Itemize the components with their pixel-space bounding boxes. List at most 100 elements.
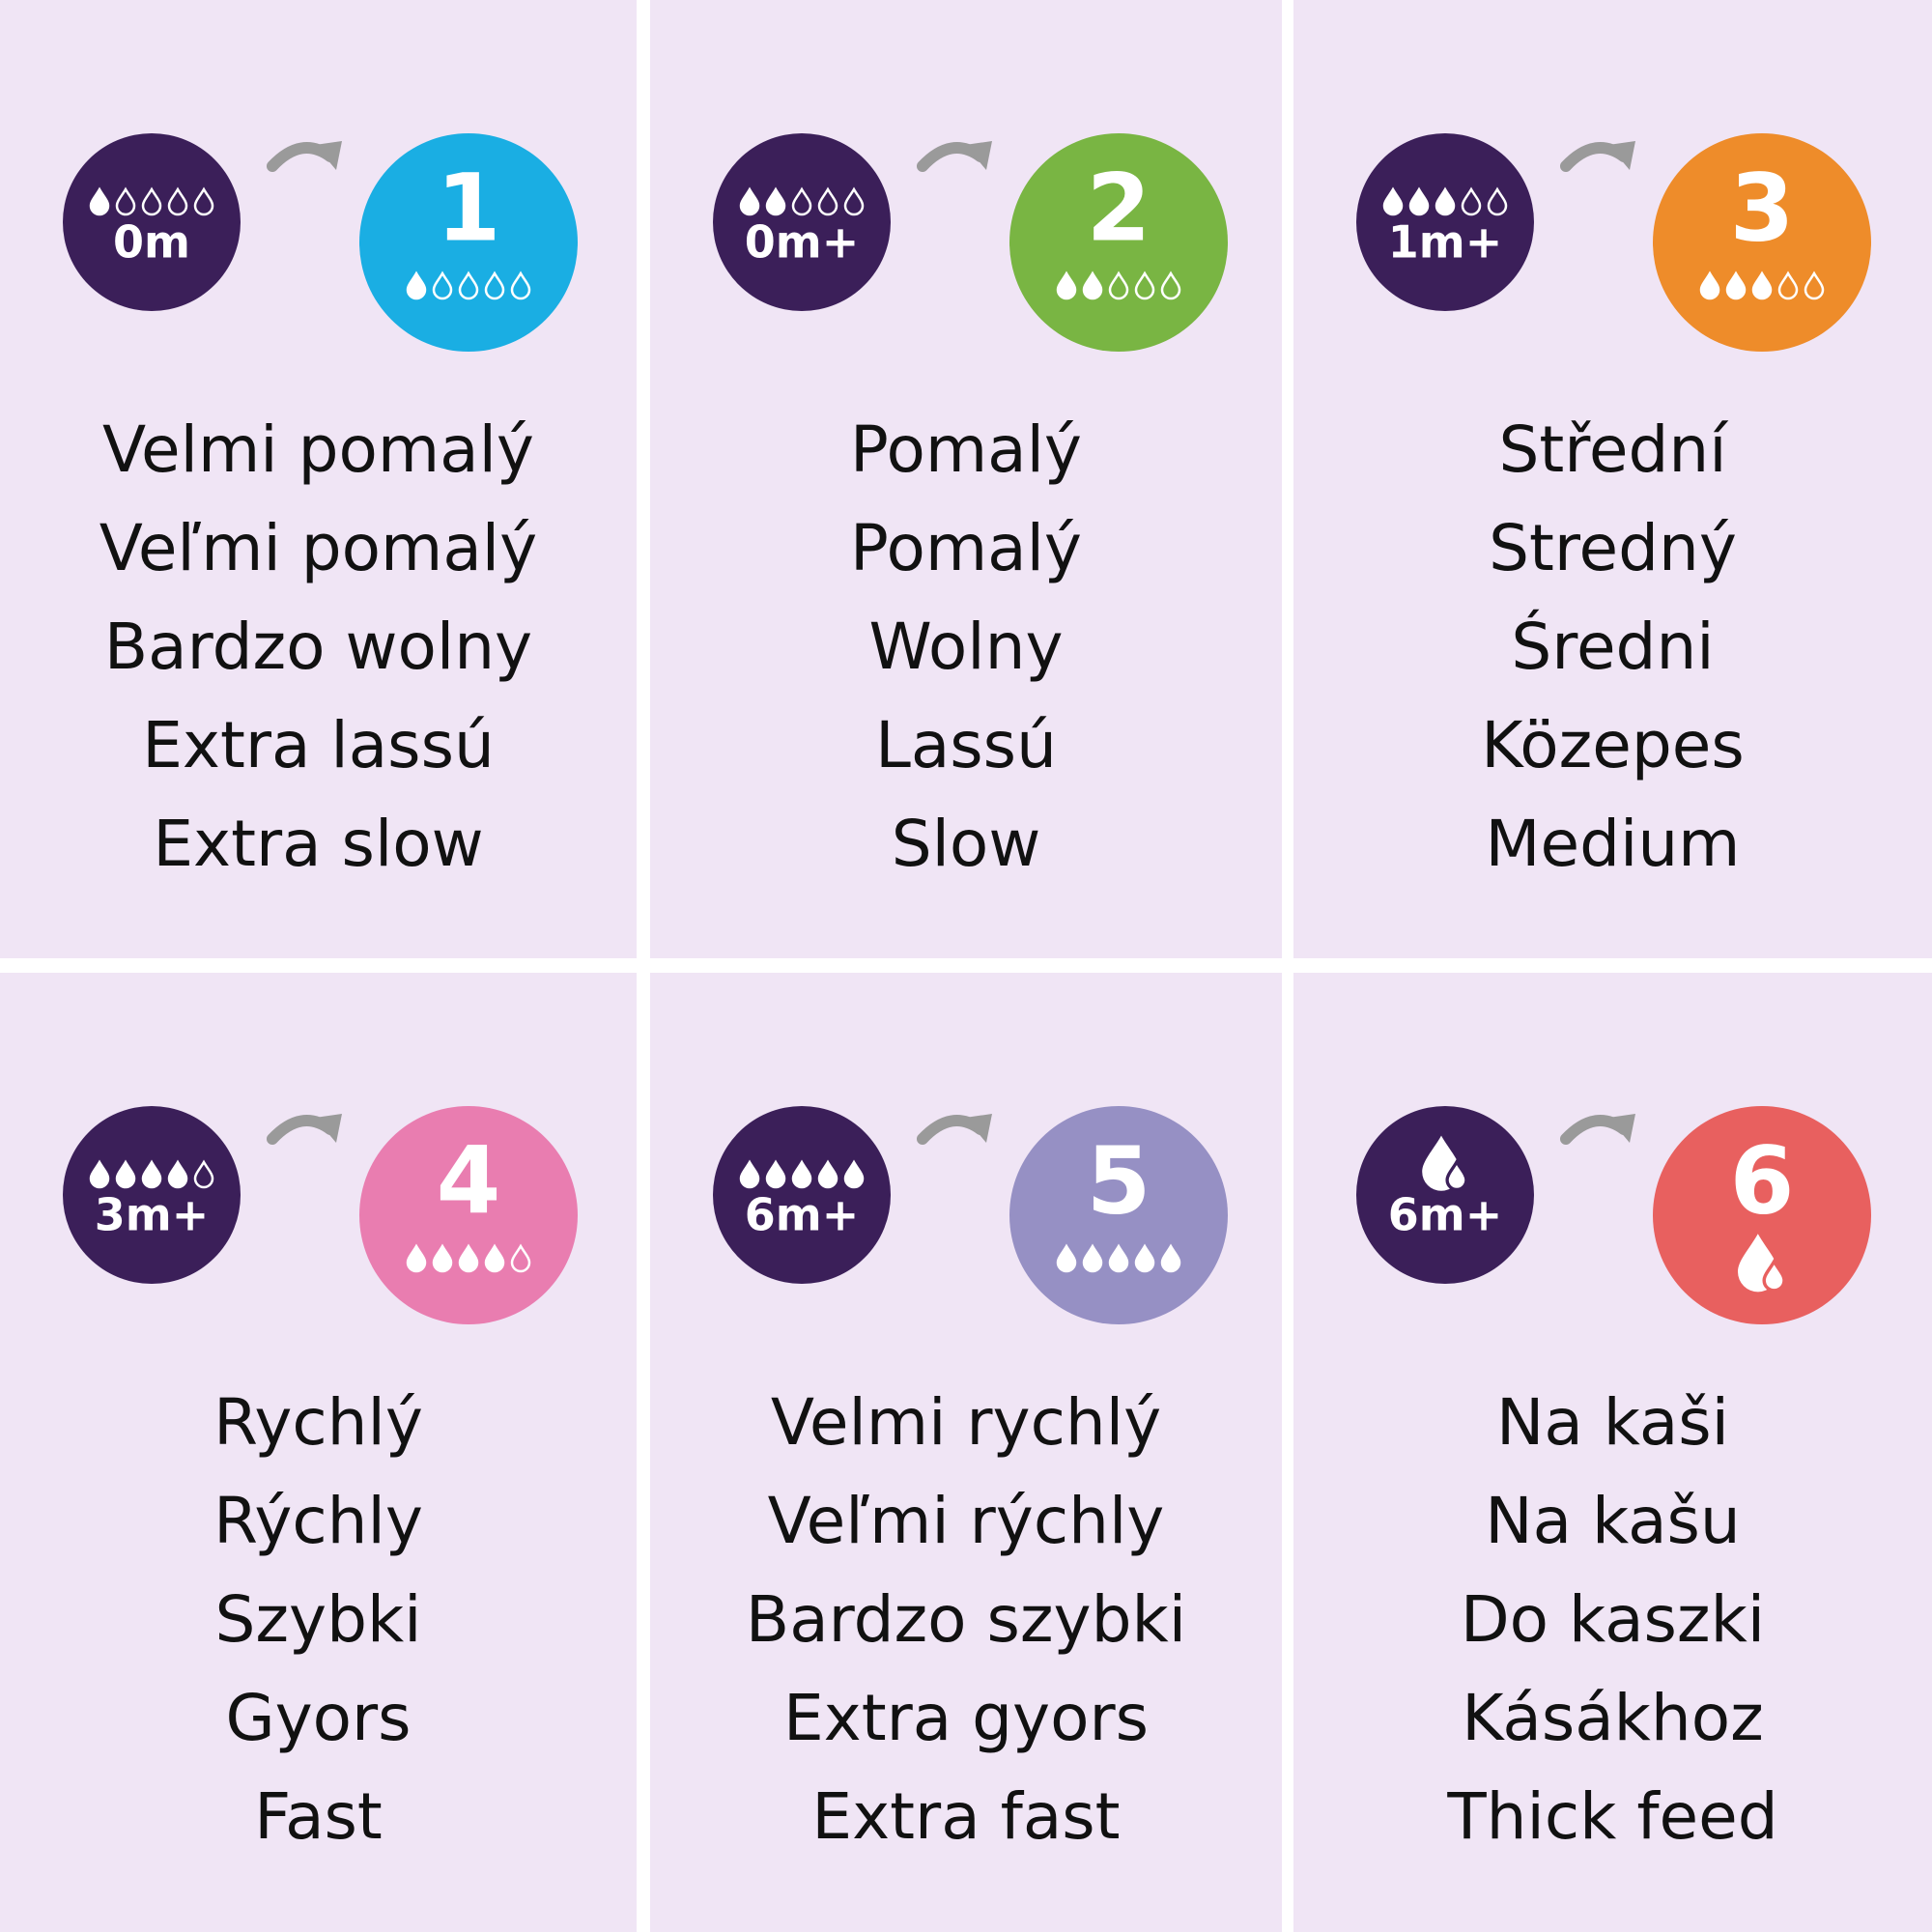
- nipple-badge: 6: [1653, 1106, 1871, 1324]
- drop-icon: [141, 186, 162, 216]
- drop-icon: [458, 1243, 479, 1273]
- drop-icon: [115, 1159, 136, 1189]
- age-circle: [1356, 133, 1534, 311]
- flow-label: Extra fast: [811, 1779, 1120, 1854]
- flow-number: 1: [437, 154, 501, 262]
- drop-icon: [817, 1159, 838, 1189]
- arrow-head: [1608, 1114, 1635, 1143]
- drop-icon: [1134, 270, 1155, 300]
- drop-icon: [115, 186, 136, 216]
- arrow-head: [1608, 141, 1635, 170]
- age-circle: [63, 133, 241, 311]
- drop-icon: [1777, 270, 1799, 300]
- panel: 0m+ 2 Pomalý Pomalý Wolny Lassú Slow: [650, 0, 1282, 958]
- flow-number: 5: [1087, 1126, 1151, 1235]
- thick-drop-icon: [1445, 1158, 1468, 1192]
- flow-label: Thick feed: [1446, 1779, 1777, 1854]
- flow-label: Stredný: [1489, 511, 1737, 585]
- arrow-head: [315, 141, 342, 170]
- drop-icon: [739, 186, 760, 216]
- number-circle: [1653, 1106, 1871, 1324]
- flow-label: Wolny: [869, 610, 1064, 684]
- flow-label: Medium: [1486, 807, 1741, 881]
- drop-icon: [1056, 1243, 1077, 1273]
- panel: 1m+ 3 Střední Stredný Średni Közepes Medium: [1293, 0, 1932, 958]
- nipple-badge: 5: [1009, 1106, 1228, 1324]
- flow-label: Közepes: [1481, 708, 1745, 782]
- drop-icon: [1056, 270, 1077, 300]
- age-circle: [63, 1106, 241, 1284]
- drop-icon: [1160, 270, 1181, 300]
- panel: 6m+ 6 Na kaši Na kašu Do kaszki Kásákhoz Thick…: [1293, 973, 1932, 1932]
- drop-icon: [1751, 270, 1773, 300]
- panel: 6m+ 5 Velmi rychlý Veľmi rýchly Bardzo szybk…: [650, 973, 1282, 1932]
- drop-icon: [167, 1159, 188, 1189]
- flow-label: Slow: [892, 807, 1041, 881]
- age-label: 1m+: [1388, 216, 1502, 269]
- flow-label: Szybki: [214, 1582, 421, 1657]
- drop-icon: [406, 1243, 427, 1273]
- nipple-badge: 2: [1009, 133, 1228, 352]
- drop-icon: [89, 186, 110, 216]
- age-badge: 0m+: [713, 133, 891, 311]
- age-label: 6m+: [1388, 1189, 1502, 1241]
- flow-label: Extra lassú: [142, 708, 495, 782]
- drop-icon: [739, 1159, 760, 1189]
- drop-icon: [1160, 1243, 1181, 1273]
- age-circle: [713, 133, 891, 311]
- flow-label: Kásákhoz: [1462, 1681, 1763, 1755]
- flow-label: Velmi pomalý: [102, 412, 534, 487]
- age-label: 6m+: [745, 1189, 859, 1241]
- flow-label: Extra gyors: [783, 1681, 1149, 1755]
- arrow-head: [965, 1114, 992, 1143]
- nipple-badge: 4: [359, 1106, 578, 1324]
- drop-icon: [484, 1243, 505, 1273]
- drop-icon: [1082, 1243, 1103, 1273]
- age-label: 0m: [113, 216, 190, 269]
- drop-icon: [141, 1159, 162, 1189]
- panel: 0m 1 Velmi pomalý Veľmi pomalý Bardzo wolny E…: [0, 0, 637, 958]
- drop-icon: [1382, 186, 1404, 216]
- drop-icon: [89, 1159, 110, 1189]
- age-label: 3m+: [95, 1189, 209, 1241]
- flow-label: Střední: [1498, 412, 1729, 487]
- flow-label: Veľmi pomalý: [99, 511, 537, 585]
- drop-icon: [791, 186, 812, 216]
- flow-number: 4: [437, 1126, 501, 1235]
- age-circle: [713, 1106, 891, 1284]
- age-badge: 6m+: [713, 1106, 891, 1284]
- age-badge: 0m: [63, 133, 241, 311]
- panel: 3m+ 4 Rychlý Rýchly Szybki Gyors Fast: [0, 973, 637, 1932]
- drop-icon: [1461, 186, 1482, 216]
- flow-label: Bardzo wolny: [104, 610, 532, 684]
- flow-label: Pomalý: [850, 412, 1082, 487]
- flow-label: Lassú: [875, 708, 1057, 782]
- drop-icon: [1699, 270, 1720, 300]
- flow-label: Rýchly: [213, 1484, 423, 1558]
- age-badge: 6m+: [1356, 1106, 1534, 1284]
- age-badge: 1m+: [1356, 133, 1534, 311]
- flow-label: Extra slow: [153, 807, 483, 881]
- drop-icon: [843, 1159, 865, 1189]
- flow-number: 6: [1730, 1126, 1795, 1235]
- drop-icon: [1082, 270, 1103, 300]
- drop-icon: [1725, 270, 1747, 300]
- arrow-head: [315, 1114, 342, 1143]
- age-badge: 3m+: [63, 1106, 241, 1284]
- drop-icon: [791, 1159, 812, 1189]
- drop-icon: [1134, 1243, 1155, 1273]
- drop-icon: [484, 270, 505, 300]
- nipple-badge: 3: [1653, 133, 1871, 352]
- drop-icon: [1435, 186, 1456, 216]
- drop-icon: [1487, 186, 1508, 216]
- flow-label: Średni: [1511, 610, 1714, 684]
- flow-label: Fast: [254, 1779, 383, 1854]
- thick-drop-icon: [1762, 1258, 1786, 1293]
- nipple-badge: 1: [359, 133, 578, 352]
- drop-icon: [1804, 270, 1825, 300]
- drop-icon: [765, 1159, 786, 1189]
- drop-icon: [193, 1159, 214, 1189]
- drop-icon: [843, 186, 865, 216]
- drop-icon: [406, 270, 427, 300]
